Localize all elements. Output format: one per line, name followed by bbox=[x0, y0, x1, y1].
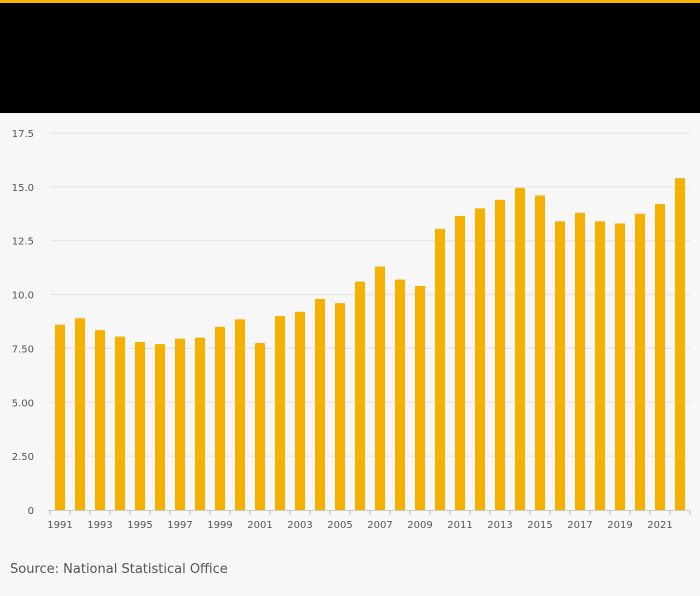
x-tick-label: 1995 bbox=[127, 520, 152, 531]
bar-2021 bbox=[655, 204, 665, 510]
bar-chart: 0 2.50 5.00 7.50 10.0 12.5 15.0 17.5 1991 1993 199… bbox=[12, 129, 691, 531]
bar-2009 bbox=[415, 285, 425, 510]
bar-2016 bbox=[555, 221, 565, 510]
bar-2006 bbox=[355, 281, 365, 510]
bar-2011 bbox=[455, 215, 465, 510]
y-tick-label: 10.0 bbox=[12, 291, 34, 302]
bar-1996 bbox=[155, 344, 165, 510]
bar-1999 bbox=[215, 326, 225, 510]
x-tick-label: 2019 bbox=[607, 520, 632, 531]
bar-2001 bbox=[255, 343, 265, 510]
x-tick-label: 2011 bbox=[447, 520, 472, 531]
source-note: Source: National Statistical Office bbox=[10, 562, 228, 577]
bar-2019 bbox=[615, 223, 625, 510]
y-tick-label: 15.0 bbox=[12, 183, 34, 194]
bar-layer bbox=[55, 178, 685, 511]
x-tick-label: 1991 bbox=[47, 520, 72, 531]
y-tick-label: 2.50 bbox=[12, 452, 34, 463]
y-tick-label: 17.5 bbox=[12, 129, 34, 140]
bar-2014 bbox=[515, 187, 525, 510]
x-tick-label: 2003 bbox=[287, 520, 312, 531]
y-tick-label: 5.00 bbox=[12, 398, 34, 409]
y-tick-label: 0 bbox=[28, 506, 34, 517]
bar-1994 bbox=[115, 336, 125, 510]
x-tick-label: 1997 bbox=[167, 520, 192, 531]
x-tick-label: 2021 bbox=[647, 520, 672, 531]
bar-2008 bbox=[395, 279, 405, 510]
bar-1995 bbox=[135, 341, 145, 510]
bar-1993 bbox=[95, 330, 105, 510]
bar-2022 bbox=[675, 178, 685, 510]
bar-2012 bbox=[475, 208, 485, 510]
bar-2004 bbox=[315, 298, 325, 510]
axis-layer bbox=[48, 510, 691, 515]
bar-2005 bbox=[335, 303, 345, 510]
bar-2000 bbox=[235, 319, 245, 510]
header-band bbox=[0, 3, 700, 113]
bar-1998 bbox=[195, 337, 205, 510]
bar-1991 bbox=[55, 324, 65, 510]
x-tick-label: 1999 bbox=[207, 520, 232, 531]
bar-2017 bbox=[575, 212, 585, 511]
x-tick-label: 2009 bbox=[407, 520, 432, 531]
bar-2018 bbox=[595, 221, 605, 510]
bar-2003 bbox=[295, 311, 305, 510]
grid-layer bbox=[50, 132, 690, 457]
bar-2002 bbox=[275, 316, 285, 510]
top-accent-bar bbox=[0, 0, 700, 3]
x-tick-label: 2015 bbox=[527, 520, 552, 531]
x-tick-label: 2007 bbox=[367, 520, 392, 531]
y-tick-label: 12.5 bbox=[12, 237, 34, 248]
x-tick-label: 2017 bbox=[567, 520, 592, 531]
x-tick-label: 1993 bbox=[87, 520, 112, 531]
x-tick-label: 2005 bbox=[327, 520, 352, 531]
bar-2007 bbox=[375, 266, 385, 510]
x-tick-label: 2013 bbox=[487, 520, 512, 531]
bar-1992 bbox=[75, 318, 85, 510]
bar-2010 bbox=[435, 228, 445, 510]
y-tick-label: 7.50 bbox=[12, 344, 34, 355]
label-layer: 0 2.50 5.00 7.50 10.0 12.5 15.0 17.5 1991 1993 199… bbox=[12, 129, 673, 531]
bar-1997 bbox=[175, 338, 185, 510]
x-tick-label: 2001 bbox=[247, 520, 272, 531]
bar-2013 bbox=[495, 199, 505, 510]
bar-2020 bbox=[635, 213, 645, 510]
bar-2015 bbox=[535, 195, 545, 510]
